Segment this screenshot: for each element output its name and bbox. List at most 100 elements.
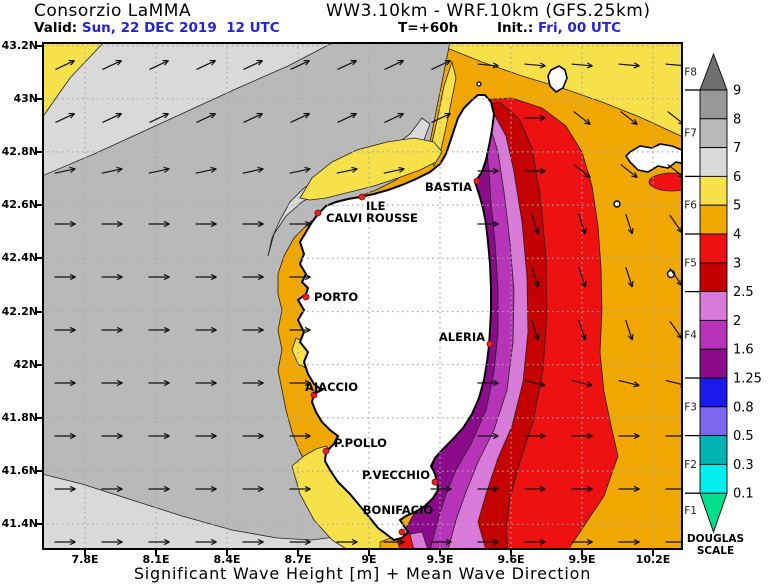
wave-arrow-shaft xyxy=(336,168,358,174)
colorbar-segment xyxy=(699,204,728,235)
colorbar-segment xyxy=(699,319,728,350)
wave-arrow-head xyxy=(634,381,640,387)
douglas-force-label: F8 xyxy=(684,67,697,79)
colorbar-value-label: 1.25 xyxy=(733,372,762,387)
douglas-force-label: F6 xyxy=(684,200,697,212)
wave-arrow-head xyxy=(304,273,311,278)
wave-arrow-head xyxy=(257,538,264,543)
lon-tick-label: 8.4E xyxy=(213,553,241,566)
wave-arrow xyxy=(336,166,358,174)
model-title: WW3.10km - WRF.10km (GFS.25km) xyxy=(326,1,651,21)
wave-arrow-head xyxy=(304,166,311,170)
douglas-force-label: F3 xyxy=(684,401,697,413)
wave-arrow-head xyxy=(445,541,452,546)
wave-arrow xyxy=(242,273,264,281)
colorbar-value-label: 0.1 xyxy=(733,487,754,502)
wave-arrow-shaft xyxy=(149,113,169,123)
wave-arrow-head xyxy=(305,60,310,66)
wave-arrow-head xyxy=(116,382,123,387)
wave-arrow-head xyxy=(116,273,123,278)
wave-arrow xyxy=(384,59,404,70)
colorbar-below-range-arrow xyxy=(699,492,728,534)
wave-arrow xyxy=(196,112,216,123)
wave-arrow xyxy=(289,220,311,228)
wave-arrow-shaft xyxy=(384,113,404,123)
lon-tick-mark xyxy=(297,550,299,556)
wave-arrow-head xyxy=(70,168,76,173)
wave-arrow-head xyxy=(163,166,170,170)
wave-arrow-head xyxy=(163,541,170,546)
wave-arrow-head xyxy=(258,113,263,119)
city-marker xyxy=(473,177,481,185)
wave-arrow-head xyxy=(492,65,499,69)
wave-arrow-head xyxy=(210,276,217,281)
lat-tick-mark xyxy=(36,363,42,366)
wave-arrow-head xyxy=(163,273,170,278)
colorbar-value-label: 1.6 xyxy=(733,343,754,358)
wave-arrow-head xyxy=(633,541,640,546)
colorbar-value-label: 2.5 xyxy=(733,285,754,300)
colorbar-value-label: 8 xyxy=(733,112,741,127)
wave-arrow-head xyxy=(539,62,546,67)
wave-arrow-shaft xyxy=(618,379,640,387)
wave-arrow-head xyxy=(116,220,123,225)
init-time: Init.: Fri, 00 UTC xyxy=(497,20,621,36)
corsica-land xyxy=(296,94,496,542)
wave-arrow-head xyxy=(210,488,217,493)
wave-arrow xyxy=(289,538,311,546)
wave-arrow xyxy=(54,220,76,228)
lon-tick-mark xyxy=(581,550,583,556)
wave-arrow-head xyxy=(492,382,499,387)
wave-arrow-head xyxy=(540,381,546,387)
wave-arrow xyxy=(384,112,404,123)
wave-arrow-head xyxy=(304,379,311,384)
wave-arrow xyxy=(571,538,593,546)
wave-arrow-head xyxy=(631,280,634,288)
wave-arrow-head xyxy=(398,166,405,170)
lat-tick-mark xyxy=(36,204,42,207)
wave-arrow-head xyxy=(304,220,311,225)
city-marker xyxy=(431,478,439,486)
init-label: Init.: xyxy=(497,20,538,36)
region-orchid-strait xyxy=(409,531,429,550)
colorbar-value-label: 4 xyxy=(733,228,741,243)
wave-arrow-shaft xyxy=(243,113,263,123)
region-yellow-corner xyxy=(42,42,105,119)
lon-tick-label: 8.1E xyxy=(142,553,170,566)
wave-arrow xyxy=(148,326,170,334)
wave-arrow xyxy=(242,485,264,493)
wave-arrow xyxy=(242,432,264,440)
lon-tick-label: 9.3E xyxy=(426,553,454,566)
wave-arrow-head xyxy=(210,432,217,437)
wave-arrow-head xyxy=(584,280,587,288)
wave-arrow-head xyxy=(580,229,586,235)
wave-arrow-head xyxy=(210,329,217,334)
wave-arrow-head xyxy=(398,541,405,546)
lat-tick-mark xyxy=(36,523,42,526)
wave-arrow-shaft xyxy=(669,215,683,233)
wave-arrow-head xyxy=(163,326,170,331)
wave-arrow-head xyxy=(163,276,170,281)
wave-arrow-head xyxy=(492,170,499,175)
wave-arrow-head xyxy=(163,432,170,437)
wave-arrow-head xyxy=(445,488,452,493)
wave-arrow xyxy=(477,485,499,493)
wave-arrow xyxy=(290,112,310,123)
wave-arrow xyxy=(149,59,169,70)
wave-arrow-head xyxy=(587,118,591,125)
wave-arrow xyxy=(524,62,546,69)
wave-arrow-head xyxy=(492,488,499,493)
douglas-force-label: F4 xyxy=(684,329,697,341)
wave-arrow-head xyxy=(69,432,76,437)
wave-arrow xyxy=(101,220,123,228)
lon-tick-mark xyxy=(368,550,370,556)
city-label: BASTIA xyxy=(425,180,472,194)
wave-arrow xyxy=(148,220,170,228)
city-label: P.POLLO xyxy=(334,436,387,450)
wave-arrow-head xyxy=(164,168,170,173)
wave-arrow-head xyxy=(304,326,311,331)
wave-arrow-head xyxy=(537,333,540,341)
wave-arrow xyxy=(618,538,640,546)
wave-arrow xyxy=(337,59,357,70)
